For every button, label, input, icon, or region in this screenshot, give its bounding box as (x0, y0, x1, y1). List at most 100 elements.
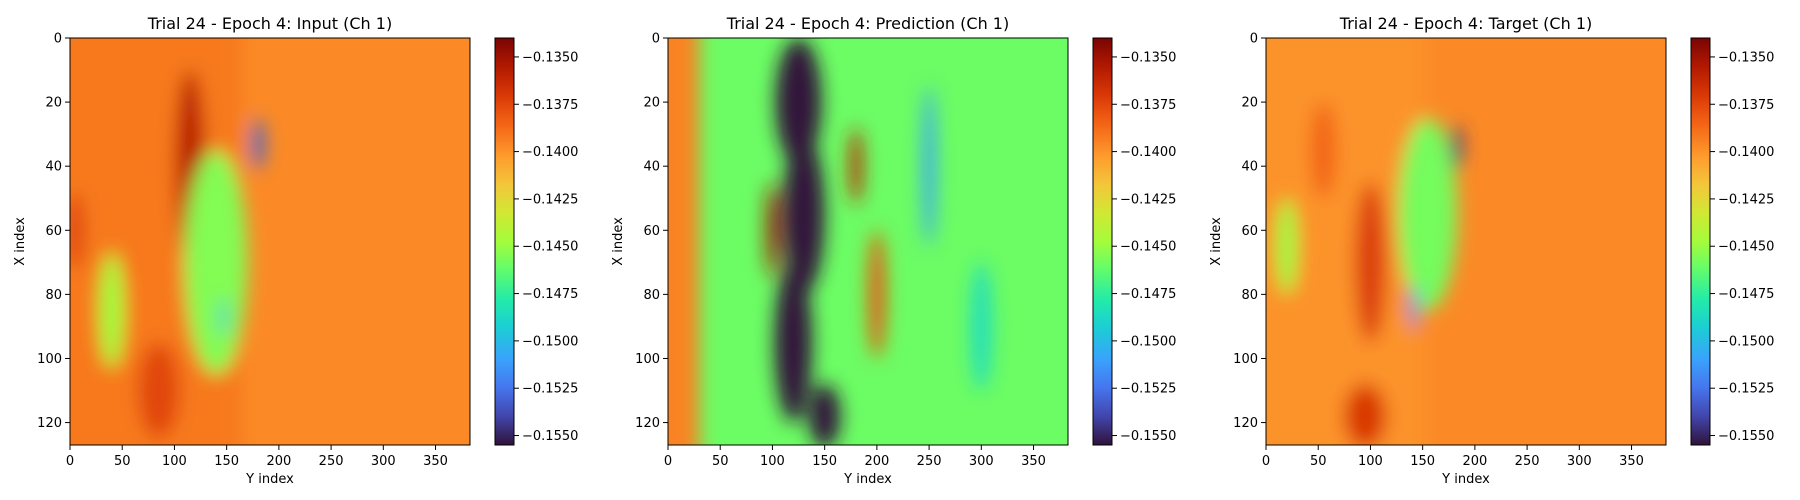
plot-frame (69, 37, 471, 446)
x-tick-label: 50 (1310, 454, 1327, 469)
colorbar-tick-label: −0.1450 (1718, 240, 1774, 255)
y-tick-label: 20 (643, 96, 660, 111)
field-feature-hot (868, 230, 886, 359)
colorbar-tick-label: −0.1400 (522, 145, 578, 160)
field-band (1266, 38, 1423, 445)
field-feature-hot (70, 191, 84, 269)
x-tick-label: 350 (1619, 454, 1644, 469)
y-tick-label: 20 (45, 96, 62, 111)
y-tick-label: 0 (54, 32, 62, 47)
field-background (668, 38, 1068, 445)
x-tick-label: 100 (162, 454, 187, 469)
y-axis-label: X index (1209, 217, 1224, 266)
colorbar-tick-label: −0.1475 (1718, 287, 1774, 302)
y-tick-label: 80 (45, 288, 62, 303)
field-features (70, 38, 265, 445)
x-tick-label: 300 (371, 454, 396, 469)
x-tick-label: 300 (1567, 454, 1592, 469)
field-feature-hot (1344, 384, 1387, 445)
x-axis-label: Y index (1441, 472, 1490, 487)
field-feature-cool (184, 150, 248, 375)
y-tick-label: 20 (1241, 96, 1258, 111)
y-tick-label: 40 (1241, 160, 1258, 175)
field-feature-cold (1410, 284, 1419, 330)
colorbar-tick-label: −0.1550 (522, 429, 578, 444)
field-feature-hot (849, 127, 863, 205)
x-tick-label: 350 (423, 454, 448, 469)
colorbar-tick-label: −0.1475 (522, 287, 578, 302)
field-band (668, 38, 700, 445)
field-feature-hot (1354, 182, 1387, 343)
heatmap-field (70, 38, 470, 445)
x-tick-label: 250 (319, 454, 344, 469)
x-tick-label: 0 (1262, 454, 1270, 469)
field-feature-hot (137, 342, 180, 439)
field-feature-cold (251, 118, 265, 170)
colorbar-tick-label: −0.1425 (1718, 192, 1774, 207)
colorbar-tick-label: −0.1525 (1718, 382, 1774, 397)
chart-title: Trial 24 - Epoch 4: Input (Ch 1) (147, 14, 392, 33)
colorbar-tick-label: −0.1475 (1120, 287, 1176, 302)
colorbar-tick-label: −0.1525 (522, 382, 578, 397)
colorbar-tick-label: −0.1375 (522, 98, 578, 113)
colorbar-tick-label: −0.1500 (522, 334, 578, 349)
x-tick-label: 150 (1410, 454, 1435, 469)
field-feature-cold (774, 262, 813, 423)
y-tick-label: 100 (635, 352, 660, 367)
colorbar-tick-label: −0.1350 (1718, 50, 1774, 65)
colorbar-tick-label: −0.1450 (522, 240, 578, 255)
colorbar-tick-label: −0.1375 (1718, 98, 1774, 113)
y-axis-label: X index (13, 217, 28, 266)
y-tick-label: 40 (643, 160, 660, 175)
heatmap-field (668, 38, 1068, 445)
plot-frame (667, 37, 1069, 446)
colorbar-tick-label: −0.1400 (1718, 145, 1774, 160)
colorbar-tick-label: −0.1350 (522, 50, 578, 65)
x-tick-label: 50 (114, 454, 131, 469)
field-features (668, 38, 992, 445)
field-feature-cold (220, 297, 227, 337)
chart-title: Trial 24 - Epoch 4: Prediction (Ch 1) (726, 14, 1009, 33)
y-tick-label: 120 (635, 416, 660, 431)
colorbar (494, 37, 515, 446)
colorbar (1690, 37, 1711, 446)
colorbar-tick-label: −0.1350 (1120, 50, 1176, 65)
colorbar-tick-label: −0.1425 (1120, 192, 1176, 207)
field-features (1266, 38, 1463, 445)
x-axis-label: Y index (245, 472, 294, 487)
x-tick-label: 250 (917, 454, 942, 469)
y-tick-label: 60 (45, 224, 62, 239)
y-tick-label: 40 (45, 160, 62, 175)
y-tick-label: 60 (1241, 224, 1258, 239)
x-tick-label: 150 (812, 454, 837, 469)
field-feature-cold (1451, 124, 1463, 170)
y-axis-label: X index (611, 217, 626, 266)
heatmap-panel-2: Trial 24 - Epoch 4: Prediction (Ch 1) 0 50… (611, 14, 1176, 487)
x-tick-label: 350 (1021, 454, 1046, 469)
x-axis-label: Y index (843, 472, 892, 487)
colorbar-tick-label: −0.1425 (522, 192, 578, 207)
field-feature-hot (766, 182, 779, 279)
heatmap-panel-1: Trial 24 - Epoch 4: Input (Ch 1) 0 50 100 15… (13, 14, 578, 487)
colorbar-tick-label: −0.1550 (1120, 429, 1176, 444)
field-feature-cold (808, 384, 841, 445)
y-tick-label: 120 (1233, 416, 1258, 431)
field-feature-cool (1276, 198, 1298, 295)
colorbar (1092, 37, 1113, 446)
y-tick-label: 80 (1241, 288, 1258, 303)
x-tick-label: 200 (266, 454, 291, 469)
x-tick-label: 0 (664, 454, 672, 469)
field-feature-cool (1398, 118, 1458, 311)
x-tick-label: 200 (1462, 454, 1487, 469)
x-tick-label: 250 (1515, 454, 1540, 469)
y-tick-label: 0 (652, 32, 660, 47)
y-tick-label: 0 (1250, 32, 1258, 47)
field-feature-cold (775, 38, 822, 167)
y-tick-label: 100 (37, 352, 62, 367)
field-feature-cool (970, 262, 992, 391)
colorbar-tick-label: −0.1375 (1120, 98, 1176, 113)
x-tick-label: 200 (864, 454, 889, 469)
x-tick-label: 50 (712, 454, 729, 469)
x-tick-label: 100 (760, 454, 785, 469)
